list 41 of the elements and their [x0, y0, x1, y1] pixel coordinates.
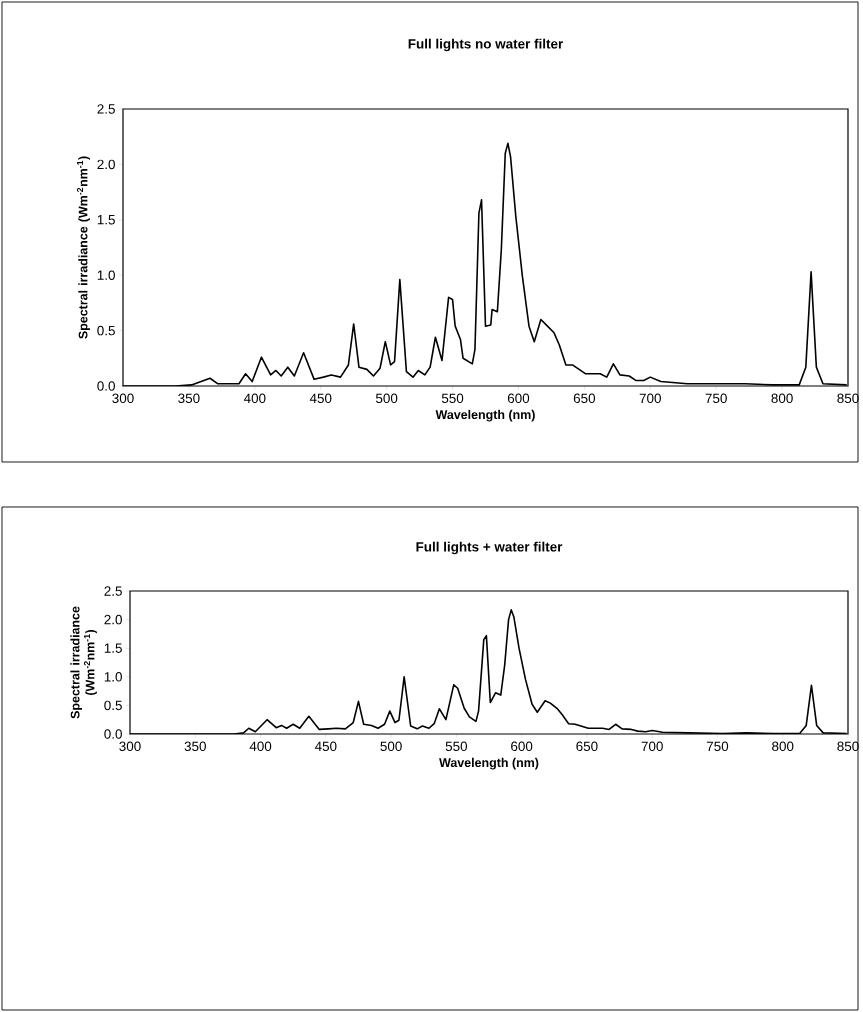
x-tick-label: 750	[705, 393, 728, 404]
y-tick-label: 2.0	[104, 614, 123, 625]
x-tick-label: 850	[837, 393, 859, 404]
chart-title: Full lights no water filter	[408, 38, 564, 52]
y-tick-label: 0.5	[97, 325, 116, 336]
x-tick-label: 600	[511, 741, 533, 752]
x-tick-label: 450	[315, 741, 337, 752]
y-axis-title: Spectral irradiance (Wm$^{-2}$nm$^{-1}$)	[77, 156, 91, 339]
y-tick-label: 2.0	[97, 159, 116, 170]
x-axis-title: Wavelength (nm)	[435, 409, 536, 422]
x-tick-label: 400	[244, 393, 266, 404]
x-tick-label: 500	[380, 741, 403, 752]
x-axis-title: Wavelength (nm)	[439, 757, 539, 770]
y-tick-label: 1.5	[105, 643, 123, 653]
x-tick-label: 500	[376, 393, 398, 404]
x-tick-label: 850	[837, 741, 859, 752]
x-tick-label: 450	[310, 393, 332, 404]
y-tick-label: 1.0	[105, 672, 123, 682]
x-tick-label: 400	[249, 741, 272, 752]
x-tick-label: 300	[112, 393, 134, 404]
y-tick-label: 1.0	[98, 270, 116, 280]
chart-title: Full lights + water filter	[416, 541, 563, 555]
x-tick-label: 550	[445, 741, 468, 752]
x-tick-label: 750	[707, 741, 729, 752]
x-tick-label: 650	[576, 741, 598, 752]
x-tick-label: 350	[178, 393, 200, 404]
x-tick-label: 800	[772, 741, 794, 752]
y-tick-label: 1.5	[98, 215, 116, 225]
y-tick-label: 2.5	[97, 104, 116, 114]
y-tick-label: 2.5	[104, 586, 123, 596]
x-tick-label: 700	[641, 741, 664, 752]
y-tick-label: 0.5	[104, 700, 123, 711]
x-tick-label: 600	[508, 393, 530, 404]
y-tick-label: 0.0	[97, 381, 116, 391]
x-tick-label: 350	[184, 741, 207, 752]
x-tick-label: 650	[574, 393, 596, 404]
x-tick-label: 300	[119, 741, 141, 752]
x-tick-label: 700	[639, 393, 662, 404]
y-tick-label: 0.0	[104, 729, 123, 739]
x-tick-label: 550	[442, 393, 464, 404]
x-tick-label: 800	[771, 393, 794, 404]
